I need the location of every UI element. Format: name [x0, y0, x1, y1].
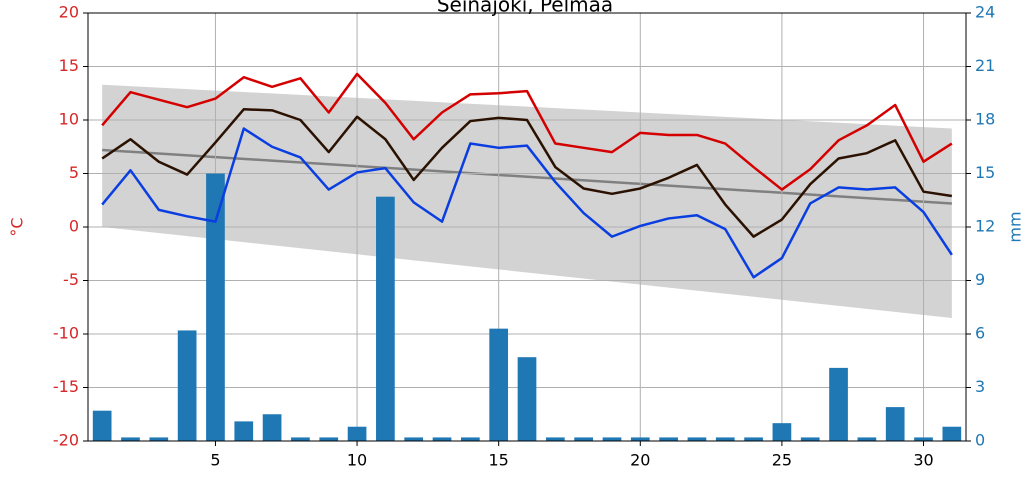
bar — [545, 437, 565, 441]
bar — [319, 437, 339, 441]
y-tick-label: 15 — [59, 56, 79, 75]
chart-title: Seinäjoki, Pelmaa — [437, 0, 613, 17]
y2-tick-label: 0 — [975, 431, 985, 450]
bar — [177, 330, 197, 441]
bar — [489, 328, 509, 441]
bar — [206, 173, 225, 441]
bar — [630, 437, 650, 441]
y2-tick-label: 9 — [975, 270, 985, 289]
bar — [461, 437, 480, 441]
plot-frame — [87, 12, 967, 442]
bar — [885, 407, 905, 441]
bar — [800, 437, 820, 441]
x-tick-label: 30 — [913, 451, 933, 470]
bar — [291, 437, 310, 441]
y-tick-label: 0 — [69, 217, 79, 236]
x-tick-label: 25 — [772, 451, 792, 470]
y-tick-label: -15 — [53, 377, 79, 396]
bar — [404, 437, 424, 441]
y2-tick-label: 12 — [975, 217, 995, 236]
y-tick-label: -10 — [53, 324, 79, 343]
bar — [92, 410, 112, 441]
bar — [234, 421, 254, 441]
y-axis-label: °C — [8, 217, 27, 236]
line — [101, 127, 953, 279]
normal-mean-line — [102, 148, 952, 205]
bar — [149, 437, 169, 441]
line — [101, 108, 953, 238]
normal-range — [102, 84, 952, 318]
y2-tick-label: 24 — [975, 3, 995, 22]
bar — [602, 437, 622, 441]
x-tick-label: 15 — [488, 451, 508, 470]
bar — [744, 437, 763, 441]
bar — [517, 357, 537, 441]
bar — [574, 437, 593, 441]
y-tick-label: -20 — [53, 431, 79, 450]
bar — [772, 423, 792, 441]
bar — [857, 437, 877, 441]
bar — [914, 437, 933, 441]
y-tick-label: 10 — [59, 110, 79, 129]
line — [101, 72, 953, 191]
y-tick-label: 20 — [59, 3, 79, 22]
y2-tick-label: 6 — [975, 324, 985, 343]
bar — [687, 437, 707, 441]
bar — [347, 426, 367, 441]
bar — [262, 414, 282, 441]
bar — [715, 437, 735, 441]
x-tick-label: 5 — [210, 451, 220, 470]
bar — [659, 437, 678, 441]
y2-axis-label: mm — [1006, 211, 1025, 242]
y2-tick-label: 21 — [975, 56, 995, 75]
x-tick-label: 20 — [630, 451, 650, 470]
y2-tick-label: 18 — [975, 110, 995, 129]
bar — [121, 437, 140, 441]
y2-tick-label: 15 — [975, 163, 995, 182]
bar — [942, 426, 962, 441]
bar — [376, 196, 395, 441]
x-tick-label: 10 — [347, 451, 367, 470]
y-tick-label: 5 — [69, 163, 79, 182]
y-tick-label: -5 — [63, 270, 79, 289]
bar — [829, 367, 848, 441]
y2-tick-label: 3 — [975, 377, 985, 396]
bar — [432, 437, 452, 441]
